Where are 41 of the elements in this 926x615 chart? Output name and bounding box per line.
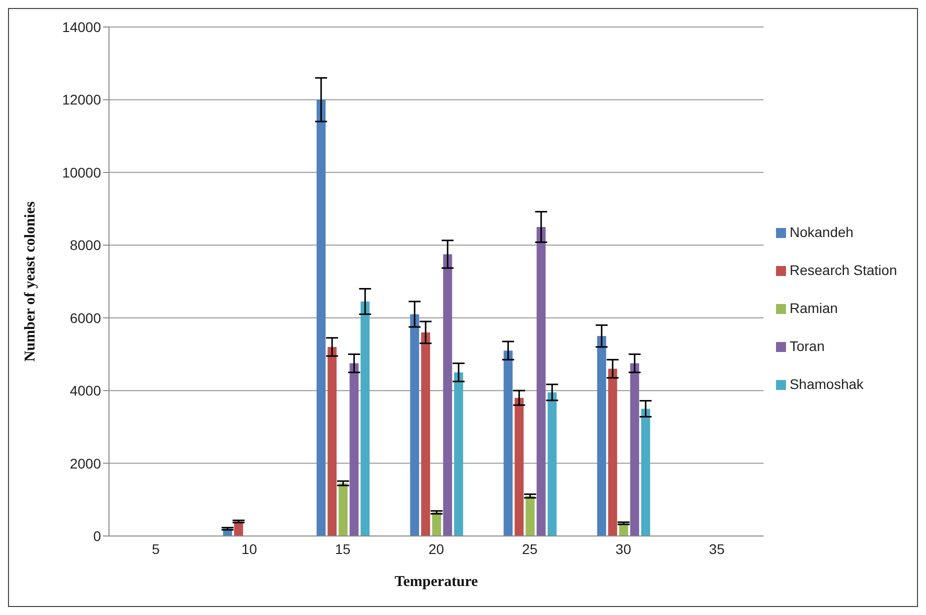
bar	[641, 408, 650, 536]
bar	[454, 372, 464, 536]
bar	[630, 363, 640, 536]
x-tick-label: 35	[709, 540, 725, 557]
legend-label: Nokandeh	[790, 224, 854, 240]
x-axis-title: Temperature	[394, 574, 478, 590]
x-tick-label: 5	[152, 540, 160, 557]
legend-label: Toran	[790, 338, 825, 354]
bar	[350, 363, 359, 536]
bar	[536, 226, 546, 536]
bar	[338, 483, 348, 536]
x-tick-label: 10	[241, 540, 258, 557]
legend-label: Shamoshak	[790, 376, 864, 392]
y-tick-label: 0	[93, 528, 102, 544]
legend-label: Ramian	[790, 300, 838, 316]
bar	[432, 512, 442, 536]
bar	[443, 254, 452, 536]
x-tick-label: 15	[334, 540, 351, 557]
y-tick-label: 4000	[70, 382, 102, 399]
bar	[548, 392, 557, 536]
y-tick-label: 6000	[70, 310, 102, 326]
bar	[597, 336, 606, 536]
bar	[421, 332, 430, 536]
bar	[608, 368, 618, 536]
y-axis-title: Number of yeast colonies	[22, 201, 38, 362]
bar	[410, 314, 420, 536]
y-tick-label: 8000	[70, 237, 102, 254]
bar	[316, 100, 326, 536]
x-tick-label: 20	[428, 540, 444, 557]
x-tick-label: 25	[522, 540, 538, 557]
legend-label: Research Station	[790, 262, 897, 278]
y-tick-label: 12000	[62, 92, 102, 108]
bar	[504, 350, 513, 536]
y-tick-label: 10000	[62, 164, 102, 180]
bar	[526, 496, 535, 536]
bar	[328, 346, 337, 536]
y-tick-label: 14000	[62, 18, 102, 35]
y-tick-label: 2000	[70, 455, 102, 472]
bar	[360, 301, 370, 536]
x-tick-label: 30	[616, 540, 632, 557]
bar	[514, 398, 524, 536]
